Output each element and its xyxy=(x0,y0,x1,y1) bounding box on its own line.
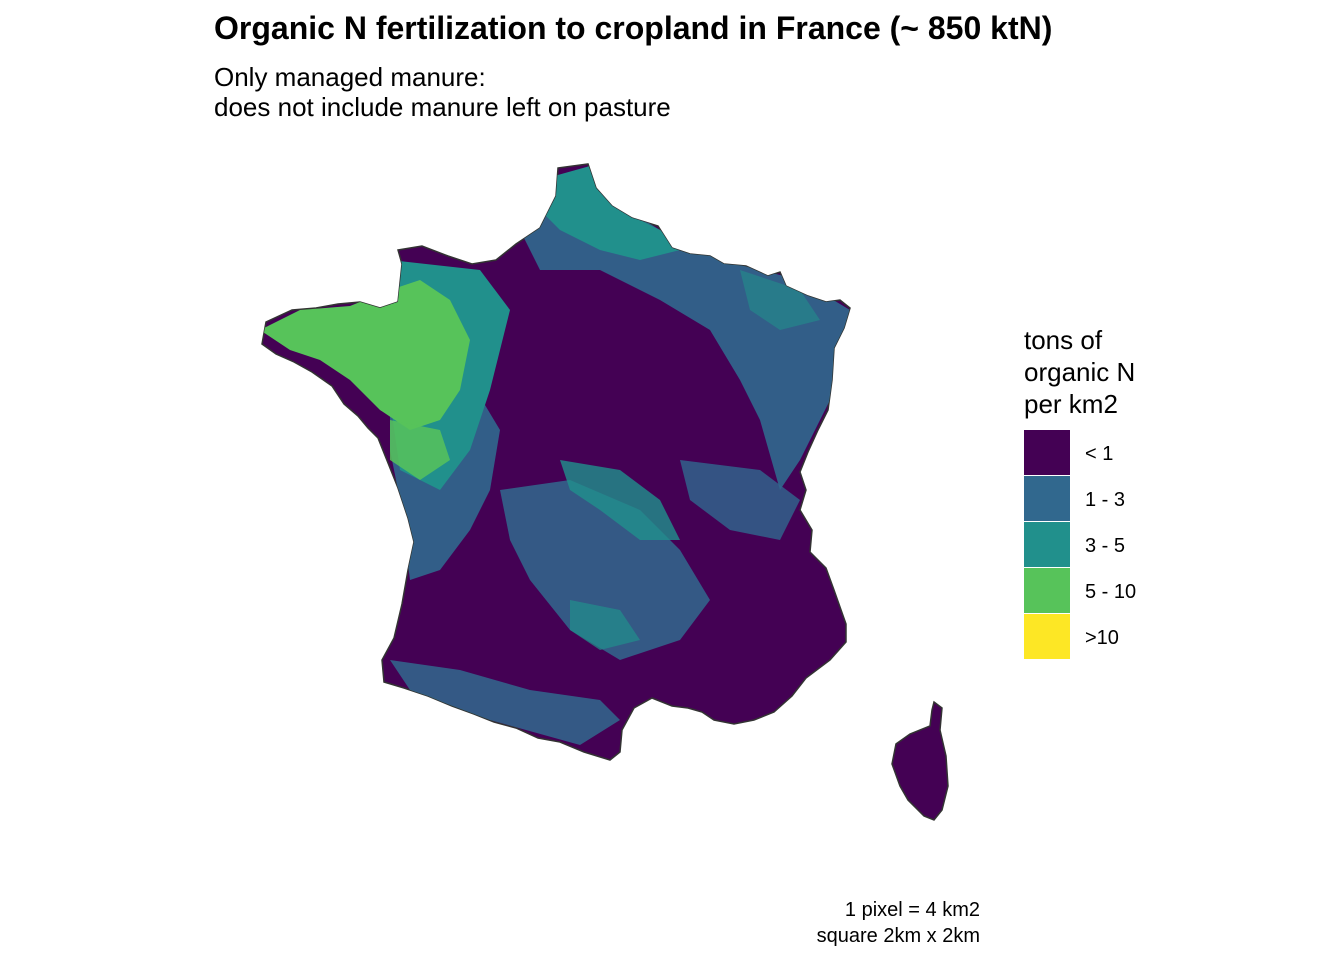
legend-swatch xyxy=(1024,568,1070,613)
zone-1-3-northeast xyxy=(520,180,850,490)
legend-swatch xyxy=(1024,476,1070,521)
zone-1-3-pyrenees xyxy=(390,660,620,745)
zone-3-5-south xyxy=(570,600,640,650)
zone-1-3-east xyxy=(680,460,800,540)
legend-label: 3 - 5 xyxy=(1085,535,1126,557)
legend-label: >10 xyxy=(1085,627,1119,649)
legend-title-line-3: per km2 xyxy=(1024,389,1118,419)
zone-5-10-loire xyxy=(390,420,450,480)
legend-item: 3 - 5 xyxy=(1024,522,1135,568)
france-map xyxy=(261,163,949,821)
legend-item: 1 - 3 xyxy=(1024,476,1135,522)
zone-3-5-northeast xyxy=(740,270,820,330)
caption-line-2: square 2km x 2km xyxy=(816,925,980,947)
zone-3-5-center xyxy=(560,460,680,540)
legend-label: < 1 xyxy=(1085,443,1114,465)
legend-title: tons of organic N per km2 xyxy=(1024,324,1135,420)
legend-swatch xyxy=(1024,614,1070,659)
legend-swatch xyxy=(1024,522,1070,567)
legend-item: >10 xyxy=(1024,614,1135,660)
legend: tons of organic N per km2 < 1 1 - 3 3 - … xyxy=(1024,324,1137,660)
corsica xyxy=(891,700,949,821)
legend-title-line-1: tons of xyxy=(1024,325,1103,355)
legend-swatch xyxy=(1024,430,1070,475)
zone-3-5-normandy xyxy=(540,166,680,260)
legend-label: 1 - 3 xyxy=(1085,489,1126,511)
zone-1-3-center-south xyxy=(500,480,710,660)
map-subtitle-line-1: Only managed manure: xyxy=(214,62,486,92)
legend-items: < 1 1 - 3 3 - 5 5 - 10 >10 xyxy=(1024,430,1137,660)
legend-title-line-2: organic N xyxy=(1024,357,1136,387)
legend-item: < 1 xyxy=(1024,430,1135,476)
map-title: Organic N fertilization to cropland in F… xyxy=(214,10,1053,46)
map-subtitle-line-2: does not include manure left on pasture xyxy=(214,92,671,122)
caption-line-1: 1 pixel = 4 km2 xyxy=(844,899,980,921)
legend-item: 5 - 10 xyxy=(1024,568,1137,614)
legend-label: 5 - 10 xyxy=(1085,581,1137,603)
scale-caption: 1 pixel = 4 km2 square 2km x 2km xyxy=(817,897,980,949)
zone-5-10-brittany xyxy=(262,280,470,430)
